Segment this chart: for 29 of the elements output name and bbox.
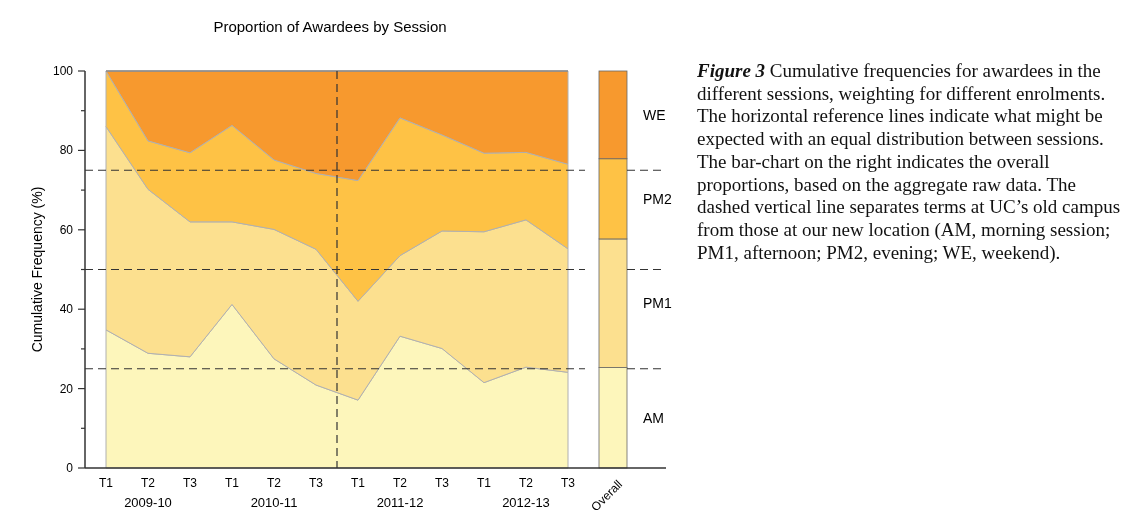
x-tick-label: T1: [224, 476, 240, 490]
y-tick-label: 100: [52, 64, 74, 78]
text: 2009-10: [124, 495, 172, 510]
y-tick-label: 20: [59, 381, 74, 396]
y-tick-label: 60: [59, 222, 74, 237]
series-label: WE: [643, 106, 666, 123]
x-tick-label: T1: [98, 476, 114, 490]
x-tick-label: T1: [350, 476, 366, 490]
text: 2012-13: [502, 495, 550, 510]
x-tick-label: T3: [434, 476, 450, 490]
y-tick-label: 0: [66, 461, 74, 475]
y-axis-title: Cumulative Frequency (%): [29, 186, 45, 353]
x-tick-label: T2: [518, 476, 534, 490]
x-tick-label: T3: [182, 476, 198, 490]
x-tick-label: T1: [476, 476, 492, 490]
x-tick-label: T2: [140, 476, 156, 490]
text: 2010-11: [250, 495, 298, 510]
series-label: PM2: [643, 190, 672, 207]
x-tick-label: T2: [392, 476, 408, 490]
y-tick-label: 40: [59, 302, 74, 317]
series-label: AM: [643, 409, 664, 426]
series-label: PM1: [643, 295, 672, 312]
chart-title: Proportion of Awardees by Session: [213, 18, 447, 35]
x-tick-label: T3: [308, 476, 324, 490]
x-tick-label: T2: [266, 476, 282, 490]
y-tick-label: 80: [59, 143, 74, 158]
text: 2011-12: [376, 495, 424, 510]
caption: Figure 3: [697, 60, 766, 81]
x-tick-label: T3: [560, 476, 576, 490]
